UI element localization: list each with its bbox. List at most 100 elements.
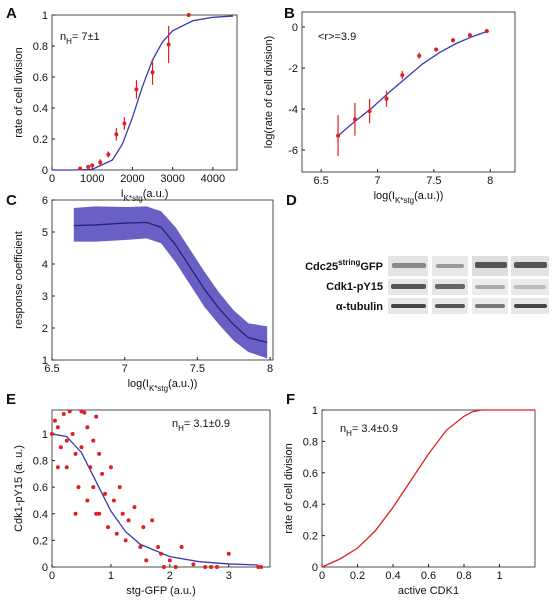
y-tick-label: 0.8 xyxy=(33,41,48,53)
y-tick-label: 0.4 xyxy=(33,509,48,521)
x-tick-label: 1 xyxy=(108,570,114,582)
data-point xyxy=(90,163,95,168)
y-axis-label: response coefficient xyxy=(13,231,25,329)
data-point xyxy=(186,13,191,17)
fit-line xyxy=(337,30,489,137)
data-point xyxy=(97,511,102,516)
data-point xyxy=(126,518,131,523)
y-tick-label: -2 xyxy=(288,63,298,75)
data-point xyxy=(82,410,87,415)
data-point xyxy=(103,491,108,496)
y-tick-label: 1 xyxy=(312,405,318,417)
data-point xyxy=(259,565,264,569)
y-axis-label: rate of cell division xyxy=(283,443,295,534)
data-point xyxy=(61,411,66,416)
y-tick-label: 0.6 xyxy=(33,72,48,84)
y-tick-label: 1 xyxy=(42,429,48,441)
y-tick-label: 0.8 xyxy=(303,436,318,448)
blot-label-part: GFP xyxy=(360,261,383,273)
y-tick-label: 0 xyxy=(292,22,298,34)
data-point xyxy=(156,545,161,550)
y-tick-label: 5 xyxy=(42,227,48,239)
data-point xyxy=(214,565,219,569)
data-point xyxy=(336,133,341,138)
y-tick-label: 0.4 xyxy=(303,499,318,511)
data-point xyxy=(106,152,111,157)
panel-letter: C xyxy=(6,192,17,209)
y-tick-label: 0.2 xyxy=(33,134,48,146)
axes-frame xyxy=(51,409,271,568)
y-tick-label: 1 xyxy=(42,355,48,367)
data-point xyxy=(94,414,99,419)
data-point xyxy=(78,166,83,171)
x-tick-label: 0.4 xyxy=(385,570,400,582)
annotation: nH= 7±1 xyxy=(60,31,100,46)
data-point xyxy=(97,451,102,456)
data-point xyxy=(73,451,78,456)
data-point xyxy=(123,538,128,543)
data-point xyxy=(138,545,143,550)
y-tick-label: 0 xyxy=(42,165,48,177)
annotation-part: n xyxy=(172,418,178,430)
x-tick-label: 8 xyxy=(487,175,493,187)
x-axis-label-part: log(I xyxy=(374,190,395,202)
data-point xyxy=(85,425,90,430)
data-point xyxy=(86,164,91,169)
x-tick-label: 1 xyxy=(496,570,502,582)
data-point xyxy=(417,53,422,58)
confidence-band xyxy=(73,206,268,359)
data-point xyxy=(64,465,69,470)
annotation: nH= 3.1±0.9 xyxy=(172,418,230,433)
x-axis-label-part: K*stg xyxy=(149,384,168,393)
annotation-part: = 3.1±0.9 xyxy=(184,418,230,430)
blot-label-part: Cdc25 xyxy=(305,261,338,273)
x-axis-label: stg-GFP (a.u.) xyxy=(126,585,195,597)
x-tick-label: 6.5 xyxy=(314,175,329,187)
annotation-part: = 3.4±0.9 xyxy=(352,423,398,435)
data-point xyxy=(203,565,208,569)
data-point xyxy=(434,47,439,52)
data-point xyxy=(55,465,60,470)
x-axis-label: log(IK*stg(a.u.)) xyxy=(374,190,444,205)
data-point xyxy=(55,425,60,430)
data-point xyxy=(114,132,119,137)
y-tick-label: 0.6 xyxy=(33,482,48,494)
data-point xyxy=(173,565,178,569)
y-axis-label: log(rate of cell division) xyxy=(263,36,275,149)
y-tick-label: 0.4 xyxy=(33,103,48,115)
data-point xyxy=(144,558,149,563)
blot-image xyxy=(388,256,549,314)
x-tick-label: 7 xyxy=(122,363,128,375)
data-point xyxy=(367,109,372,114)
x-axis-label-part: (a.u.) xyxy=(143,188,169,200)
annotation: <r>=3.9 xyxy=(318,31,356,43)
y-tick-label: 4 xyxy=(42,259,48,271)
data-point xyxy=(108,465,113,470)
panel-letter: D xyxy=(286,192,297,209)
x-tick-label: 0.6 xyxy=(421,570,436,582)
fit-line xyxy=(321,409,535,568)
x-axis-label-part: I xyxy=(121,188,124,200)
x-axis-label-part: K*stg xyxy=(124,194,143,203)
data-point xyxy=(191,562,196,567)
axes-frame xyxy=(51,199,274,361)
data-point xyxy=(467,33,472,38)
data-point xyxy=(85,498,90,503)
data-point xyxy=(94,511,99,516)
blot-label: Cdk1-pY15 xyxy=(326,281,383,293)
x-tick-label: 0 xyxy=(319,570,325,582)
data-point xyxy=(64,438,69,443)
blot-label: α-tubulin xyxy=(336,301,383,313)
x-tick-label: 0.2 xyxy=(350,570,365,582)
fit-line xyxy=(73,221,268,344)
y-axis-label: Cdk1-pY15 (a. u.) xyxy=(13,445,25,532)
y-axis-label: rate of cell division xyxy=(13,47,25,138)
data-point xyxy=(451,38,456,43)
data-point xyxy=(58,445,63,450)
x-tick-label: 8 xyxy=(267,363,273,375)
panel-letter: A xyxy=(6,5,17,22)
x-tick-label: 3000 xyxy=(160,173,184,185)
annotation-part: n xyxy=(60,31,66,43)
x-tick-label: 2 xyxy=(167,570,173,582)
